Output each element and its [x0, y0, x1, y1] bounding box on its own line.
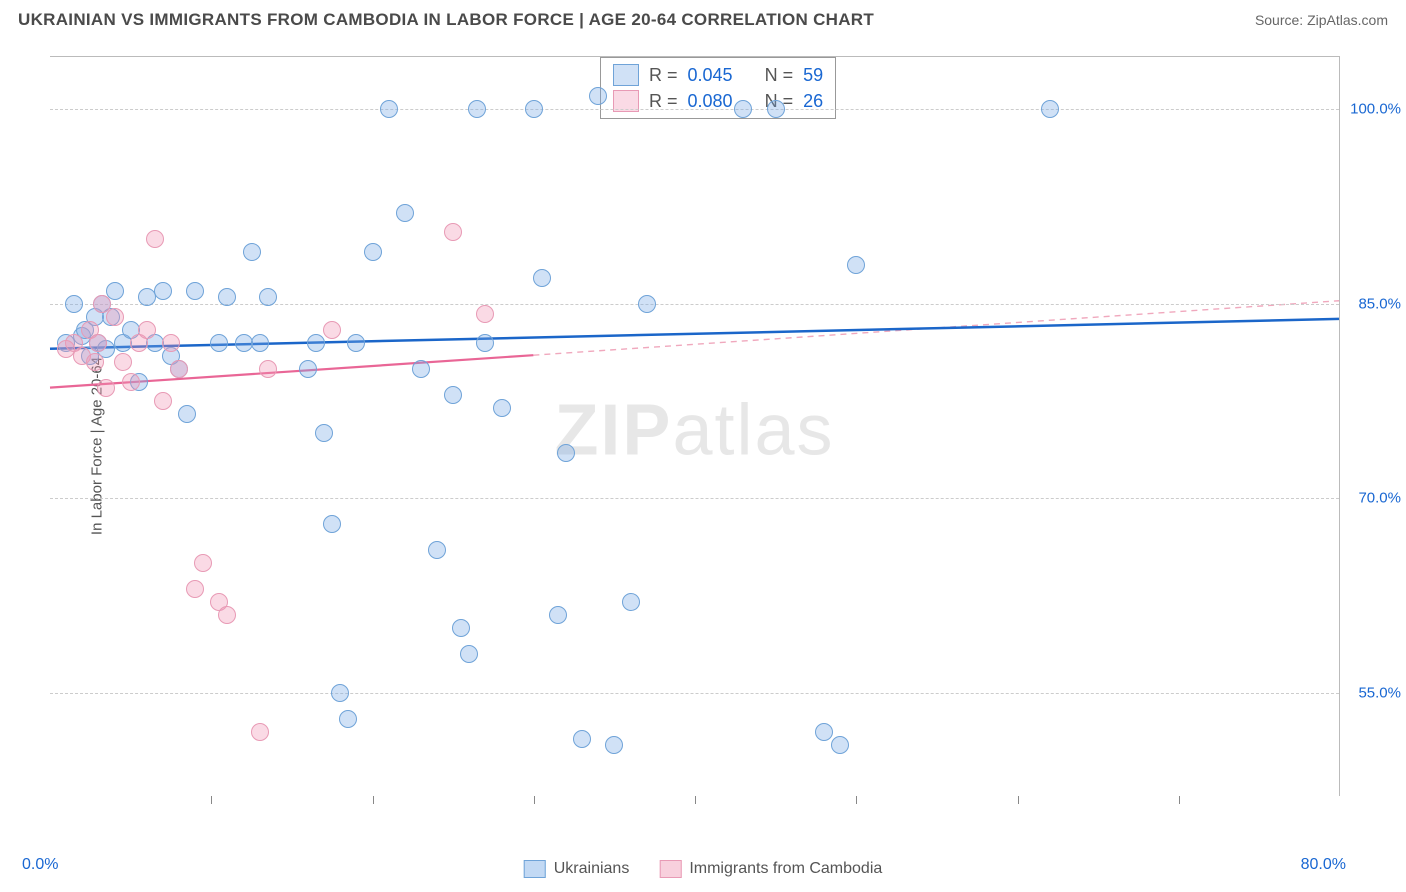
data-point [589, 87, 607, 105]
data-point [533, 269, 551, 287]
x-axis-max-label: 80.0% [1301, 856, 1346, 874]
data-point [622, 593, 640, 611]
data-point [831, 736, 849, 754]
x-tick [856, 796, 857, 804]
trend-lines-layer [50, 57, 1339, 796]
data-point [767, 100, 785, 118]
data-point [847, 256, 865, 274]
data-point [638, 295, 656, 313]
data-point [259, 288, 277, 306]
x-tick [534, 796, 535, 804]
legend-row: R = 0.080N = 26 [613, 88, 823, 114]
data-point [380, 100, 398, 118]
data-point [452, 619, 470, 637]
legend-item: Immigrants from Cambodia [659, 860, 882, 878]
plot-area: ZIPatlas R = 0.045N = 59R = 0.080N = 26 … [50, 56, 1340, 796]
data-point [315, 424, 333, 442]
y-tick-label: 55.0% [1358, 685, 1401, 702]
data-point [323, 321, 341, 339]
x-tick [211, 796, 212, 804]
data-point [734, 100, 752, 118]
grid-line [50, 693, 1339, 694]
data-point [210, 334, 228, 352]
data-point [122, 373, 140, 391]
grid-line [50, 109, 1339, 110]
legend-swatch [659, 860, 681, 878]
data-point [396, 204, 414, 222]
data-point [1041, 100, 1059, 118]
legend-label: Immigrants from Cambodia [689, 860, 882, 877]
data-point [114, 353, 132, 371]
data-point [86, 353, 104, 371]
data-point [89, 334, 107, 352]
data-point [97, 379, 115, 397]
data-point [243, 243, 261, 261]
data-point [170, 360, 188, 378]
y-tick-label: 85.0% [1358, 295, 1401, 312]
data-point [138, 321, 156, 339]
data-point [493, 399, 511, 417]
data-point [218, 288, 236, 306]
legend-item: Ukrainians [524, 860, 630, 878]
chart-title: UKRAINIAN VS IMMIGRANTS FROM CAMBODIA IN… [18, 10, 874, 30]
x-tick [1179, 796, 1180, 804]
data-point [178, 405, 196, 423]
data-point [444, 386, 462, 404]
grid-line [50, 498, 1339, 499]
y-tick-label: 70.0% [1358, 490, 1401, 507]
data-point [476, 334, 494, 352]
data-point [307, 334, 325, 352]
source-label: Source: ZipAtlas.com [1255, 12, 1388, 28]
data-point [476, 305, 494, 323]
data-point [186, 580, 204, 598]
data-point [146, 230, 164, 248]
legend-label: Ukrainians [554, 860, 630, 877]
data-point [557, 444, 575, 462]
data-point [331, 684, 349, 702]
data-point [605, 736, 623, 754]
data-point [218, 606, 236, 624]
data-point [573, 730, 591, 748]
legend-swatch [613, 64, 639, 86]
data-point [460, 645, 478, 663]
data-point [65, 295, 83, 313]
data-point [106, 308, 124, 326]
data-point [251, 723, 269, 741]
data-point [186, 282, 204, 300]
series-legend: Ukrainians Immigrants from Cambodia [524, 860, 883, 878]
x-tick [695, 796, 696, 804]
data-point [154, 282, 172, 300]
data-point [815, 723, 833, 741]
data-point [444, 223, 462, 241]
data-point [339, 710, 357, 728]
x-axis-min-label: 0.0% [22, 856, 58, 874]
watermark: ZIPatlas [554, 389, 834, 471]
x-tick [1018, 796, 1019, 804]
data-point [259, 360, 277, 378]
data-point [323, 515, 341, 533]
data-point [364, 243, 382, 261]
data-point [154, 392, 172, 410]
legend-swatch [524, 860, 546, 878]
data-point [412, 360, 430, 378]
data-point [347, 334, 365, 352]
y-tick-label: 100.0% [1350, 100, 1401, 117]
chart-header: UKRAINIAN VS IMMIGRANTS FROM CAMBODIA IN… [0, 0, 1406, 36]
data-point [162, 334, 180, 352]
data-point [468, 100, 486, 118]
x-tick [373, 796, 374, 804]
legend-row: R = 0.045N = 59 [613, 62, 823, 88]
data-point [428, 541, 446, 559]
data-point [525, 100, 543, 118]
data-point [194, 554, 212, 572]
data-point [549, 606, 567, 624]
grid-line [50, 304, 1339, 305]
data-point [299, 360, 317, 378]
data-point [251, 334, 269, 352]
